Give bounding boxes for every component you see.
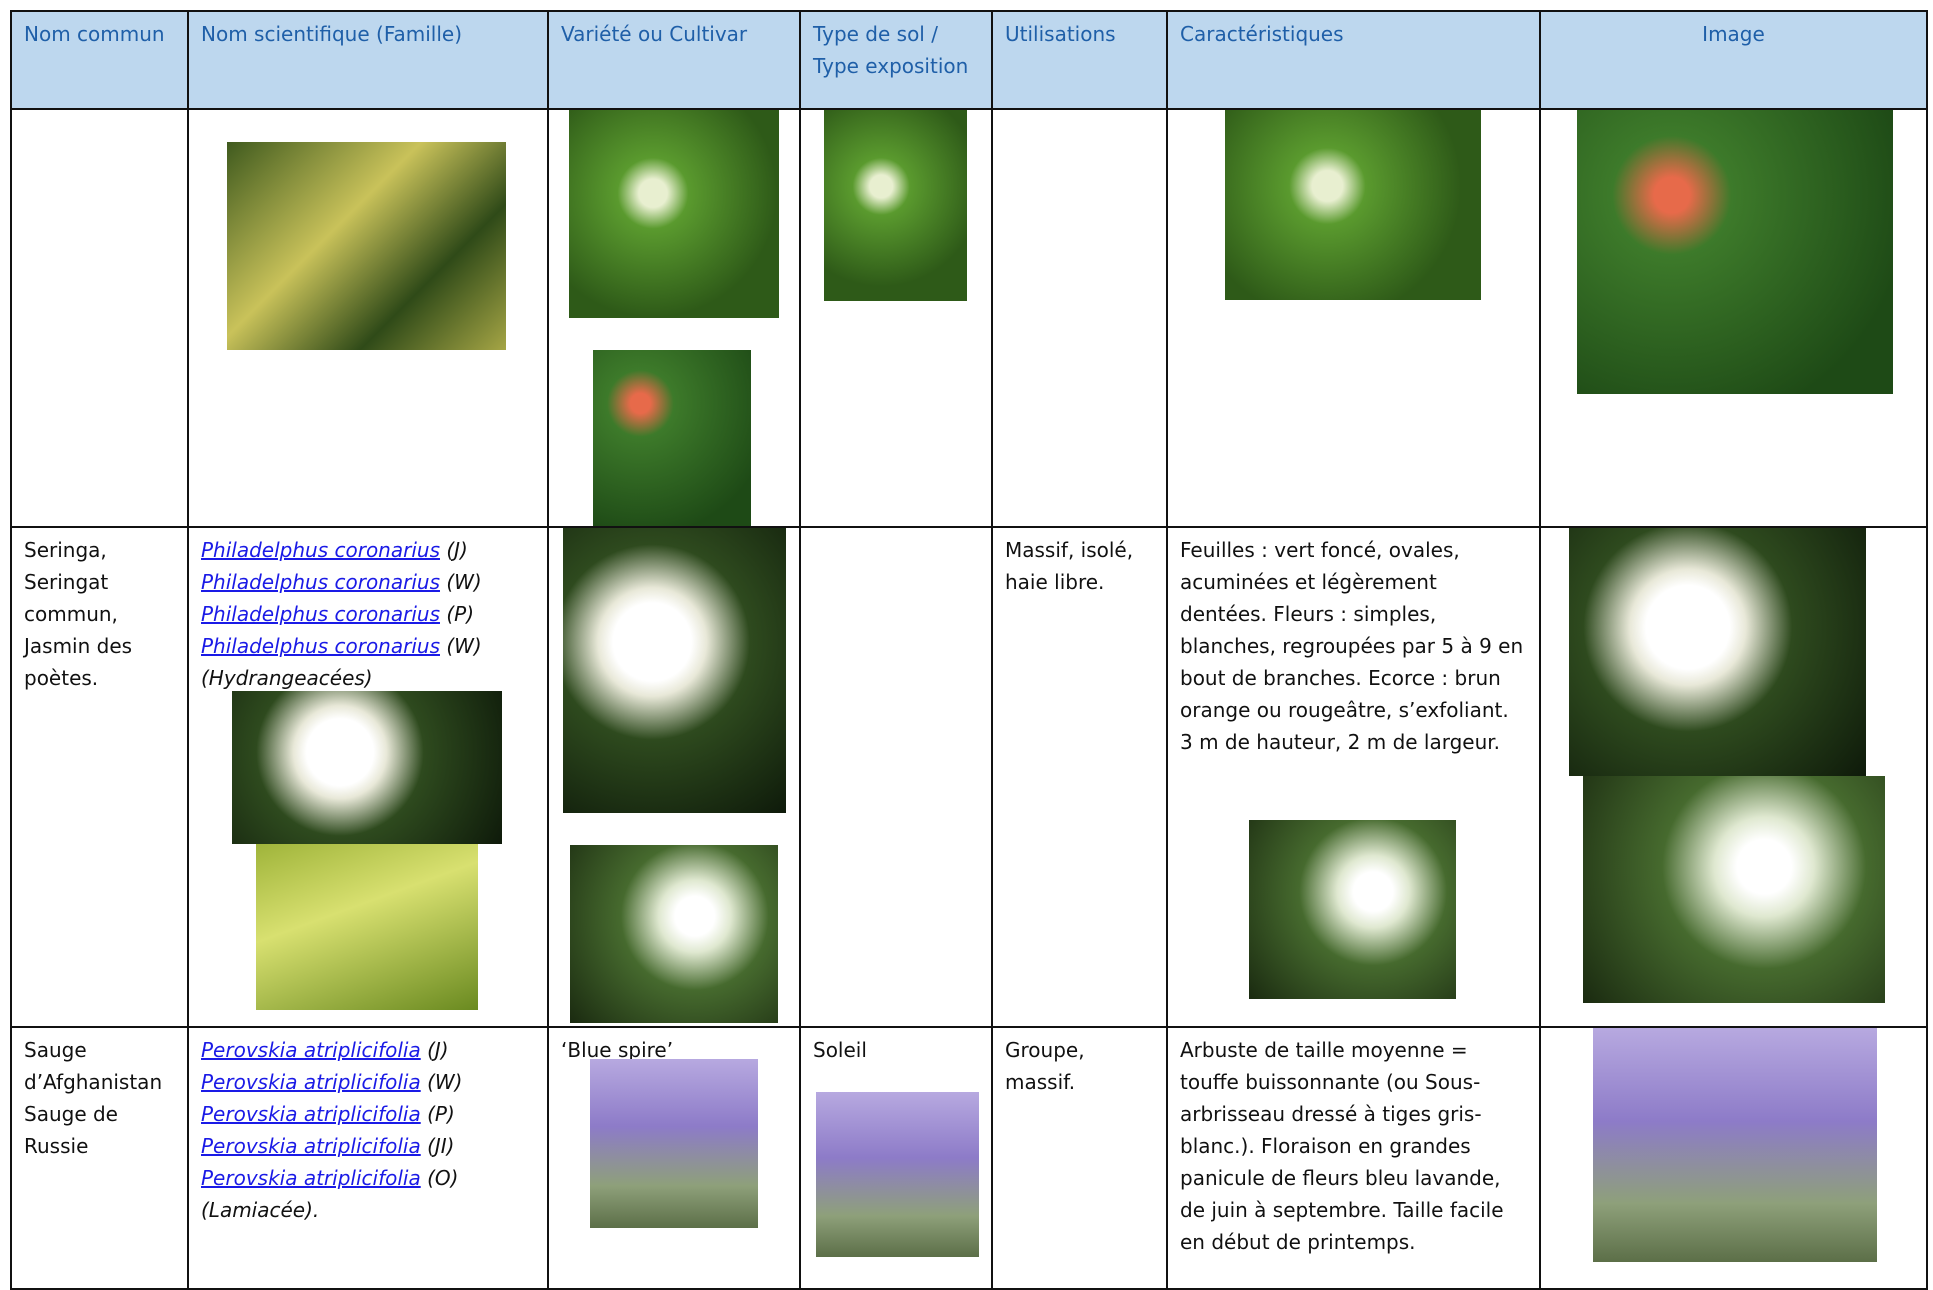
species-link[interactable]: Philadelphus coronarius	[201, 634, 440, 658]
source: (W)	[427, 1070, 463, 1094]
cell: ‘Blue spire’	[547, 1026, 801, 1290]
family: (Lamiacée).	[201, 1198, 320, 1222]
text: Feuilles : vert foncé, ovales, acuminées…	[1180, 538, 1524, 754]
scientific-line: Philadelphus coronarius (P)	[201, 598, 535, 630]
cell	[1166, 108, 1541, 528]
column-header: Variété ou Cultivar	[547, 10, 801, 110]
cell: Massif, isolé, haie libre.	[991, 526, 1168, 1028]
photo	[563, 529, 786, 813]
scientific-line: Perovskia atriplicifolia (J)	[201, 1034, 535, 1066]
photo	[1577, 111, 1893, 394]
text: ‘Blue spire’	[561, 1038, 674, 1062]
species-link[interactable]: Perovskia atriplicifolia	[201, 1038, 421, 1062]
cell	[547, 526, 801, 1028]
photo	[1249, 820, 1456, 999]
common-name: Seringa, Seringat commun, Jasmin des poè…	[24, 538, 133, 690]
photo	[593, 350, 751, 525]
photo	[256, 844, 478, 1010]
cell: Soleil	[799, 1026, 993, 1290]
scientific-line: Perovskia atriplicifolia (O)	[201, 1162, 535, 1194]
column-header: Nom scientifique (Famille)	[187, 10, 549, 110]
photo	[816, 1092, 979, 1257]
header-row: Nom commun Nom scientifique (Famille) Va…	[10, 10, 1928, 110]
column-header: Utilisations	[991, 10, 1168, 110]
source: (P)	[446, 602, 475, 626]
scientific-line: Philadelphus coronarius (W)	[201, 630, 535, 662]
family: (Hydrangeacées)	[201, 666, 373, 690]
photo	[1583, 776, 1885, 1003]
species-link[interactable]: Philadelphus coronarius	[201, 538, 440, 562]
source: (J)	[446, 538, 468, 562]
table-row: Seringa, Seringat commun, Jasmin des poè…	[10, 526, 1928, 1028]
cell: Sauge d’Afghanistan Sauge de Russie	[10, 1026, 189, 1290]
photo	[232, 691, 502, 844]
cell	[991, 108, 1168, 528]
cell	[187, 108, 549, 528]
cell	[10, 108, 189, 528]
text: Soleil	[813, 1038, 867, 1062]
species-link[interactable]: Perovskia atriplicifolia	[201, 1134, 421, 1158]
scientific-line: Perovskia atriplicifolia (W)	[201, 1066, 535, 1098]
source: (P)	[427, 1102, 455, 1126]
photo	[1225, 111, 1481, 300]
column-header: Nom commun	[10, 10, 189, 110]
column-header: Image	[1539, 10, 1928, 110]
common-name: Sauge de Russie	[24, 1102, 118, 1158]
photo	[824, 111, 967, 301]
scientific-line: Philadelphus coronarius (J)	[201, 534, 535, 566]
cell: Feuilles : vert foncé, ovales, acuminées…	[1166, 526, 1541, 1028]
photo	[1569, 529, 1866, 776]
plant-table: Nom commun Nom scientifique (Famille) Va…	[10, 10, 1928, 1290]
species-link[interactable]: Perovskia atriplicifolia	[201, 1166, 421, 1190]
table-row: Sauge d’Afghanistan Sauge de Russie Perov…	[10, 1026, 1928, 1290]
column-header: Type de sol / Type exposition	[799, 10, 993, 110]
cell: Perovskia atriplicifolia (J) Perovskia at…	[187, 1026, 549, 1290]
species-link[interactable]: Philadelphus coronarius	[201, 602, 440, 626]
species-link[interactable]: Philadelphus coronarius	[201, 570, 440, 594]
cell	[799, 108, 993, 528]
cell	[1539, 108, 1928, 528]
photo	[227, 142, 506, 350]
cell	[1539, 526, 1928, 1028]
cell: Philadelphus coronarius (J) Philadelphus …	[187, 526, 549, 1028]
photo	[590, 1059, 758, 1228]
common-name: Sauge d’Afghanistan	[24, 1038, 163, 1094]
cell	[1539, 1026, 1928, 1290]
photo	[570, 845, 778, 1023]
cell: Groupe, massif.	[991, 1026, 1168, 1290]
source: (JI)	[427, 1134, 455, 1158]
table-row	[10, 108, 1928, 528]
species-link[interactable]: Perovskia atriplicifolia	[201, 1102, 421, 1126]
source: (W)	[446, 634, 482, 658]
source: (O)	[427, 1166, 459, 1190]
source: (J)	[427, 1038, 449, 1062]
photo	[569, 111, 779, 318]
photo	[1593, 1029, 1877, 1262]
cell: Seringa, Seringat commun, Jasmin des poè…	[10, 526, 189, 1028]
cell: Arbuste de taille moyenne = touffe buiss…	[1166, 1026, 1541, 1290]
cell	[547, 108, 801, 528]
cell	[799, 526, 993, 1028]
source: (W)	[446, 570, 482, 594]
scientific-line: Perovskia atriplicifolia (JI)	[201, 1130, 535, 1162]
scientific-line: Philadelphus coronarius (W)	[201, 566, 535, 598]
species-link[interactable]: Perovskia atriplicifolia	[201, 1070, 421, 1094]
column-header: Caractéristiques	[1166, 10, 1541, 110]
scientific-line: Perovskia atriplicifolia (P)	[201, 1098, 535, 1130]
